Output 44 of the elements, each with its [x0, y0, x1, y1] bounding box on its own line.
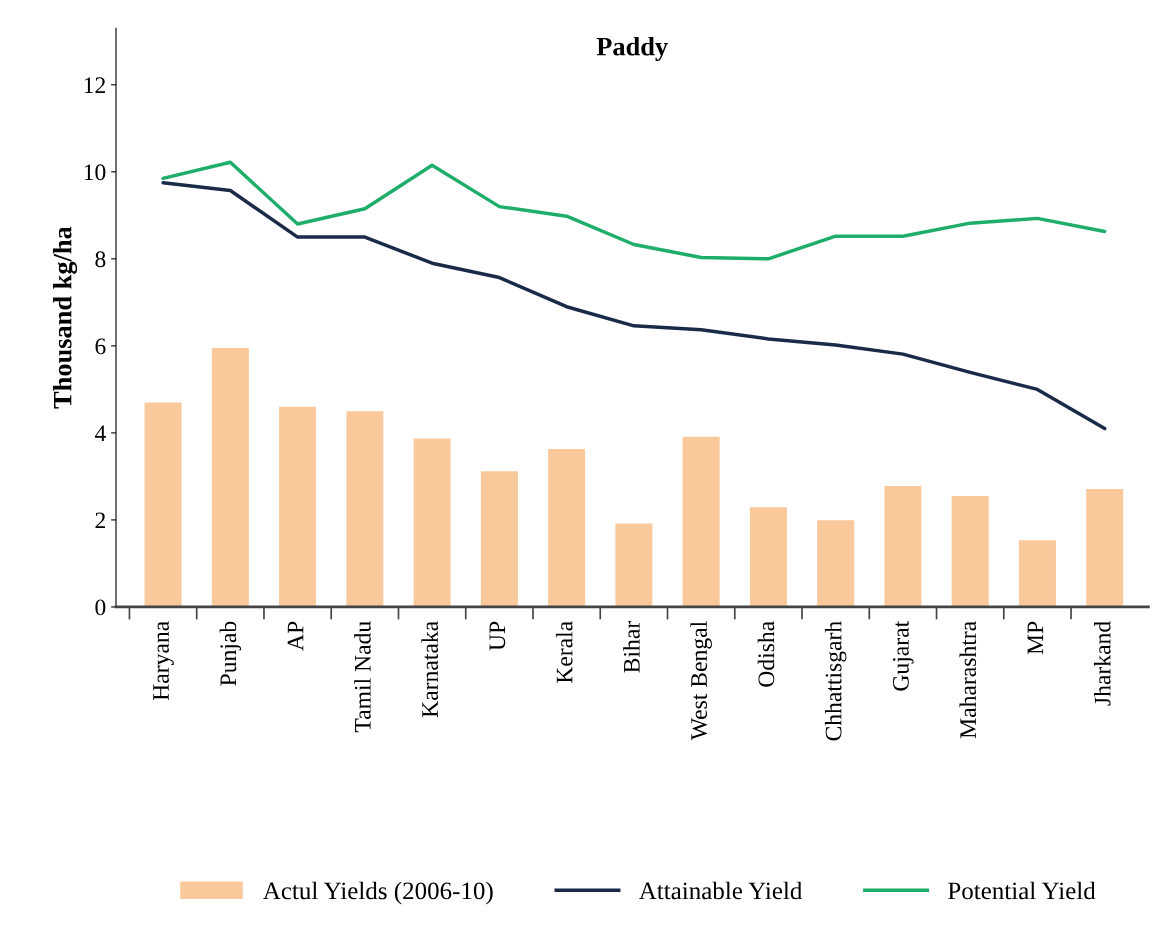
- x-tick-label: AP: [287, 621, 304, 651]
- x-tick-label: Bihar: [623, 621, 640, 673]
- chart-title: Paddy: [596, 36, 668, 61]
- bar: [749, 507, 787, 607]
- legend-label: Potential Yield: [948, 881, 1096, 900]
- x-tick-label: Chhattisgarh: [824, 621, 847, 741]
- y-tick-label: 2: [95, 512, 105, 529]
- bar: [413, 438, 451, 607]
- y-tick-label: 0: [95, 599, 106, 616]
- x-tick-label: Jharkand: [1093, 621, 1111, 706]
- x-tick-label: Karnataka: [421, 621, 439, 718]
- y-tick-label: 12: [84, 77, 105, 93]
- bar: [144, 402, 182, 607]
- legend-label: Attainable Yield: [639, 881, 803, 900]
- line-series: [161, 160, 1107, 261]
- bar: [951, 495, 989, 607]
- bar: [615, 523, 653, 607]
- bar: [1018, 540, 1056, 607]
- y-axis-title: Thousand kg/ha: [52, 226, 78, 409]
- bar: [346, 411, 384, 607]
- bar: [548, 448, 586, 607]
- bar: [682, 436, 720, 607]
- x-tick-label: UP: [489, 621, 506, 651]
- y-tick-label: 6: [95, 338, 106, 355]
- x-tick-label: Maharashtra: [959, 621, 977, 739]
- x-tick-label: Kerala: [555, 621, 573, 684]
- line-series: [161, 180, 1107, 431]
- bar: [884, 485, 922, 607]
- x-tick-label: Punjab: [219, 621, 242, 686]
- bar: [211, 348, 249, 607]
- y-tick-label: 8: [95, 251, 106, 268]
- bar: [817, 520, 855, 607]
- x-tick-label: MP: [1027, 621, 1044, 655]
- legend-label: Actul Yields (2006-10): [263, 881, 493, 905]
- y-tick-label: 4: [94, 425, 106, 442]
- bar: [480, 471, 518, 607]
- x-tick-label: West Bengal: [690, 621, 712, 741]
- bar: [1086, 489, 1124, 607]
- x-tick-label: Gujarat: [892, 620, 914, 691]
- x-tick-label: Odisha: [757, 621, 775, 687]
- y-tick-label: 10: [84, 164, 106, 181]
- x-tick-label: Tamil Nadu: [354, 621, 371, 733]
- bar: [279, 406, 317, 607]
- x-tick-label: Haryana: [153, 621, 174, 701]
